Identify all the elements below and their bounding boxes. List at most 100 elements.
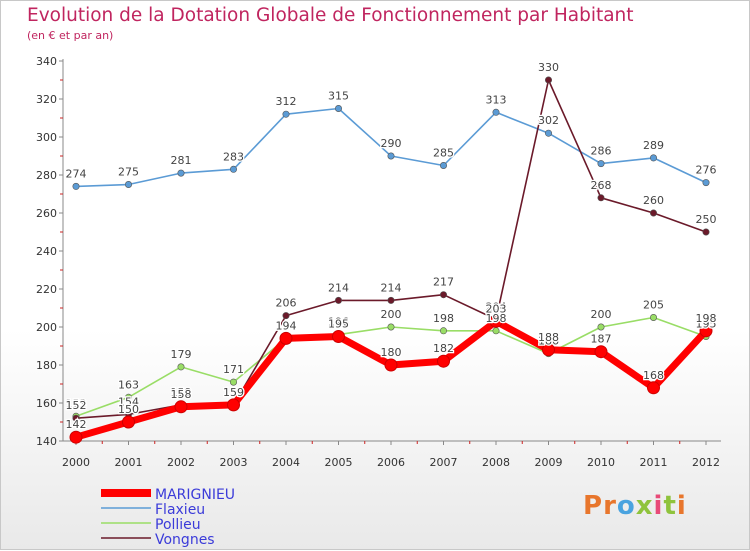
data-label-pollieu: 194 [276,319,297,332]
point-marignieu [647,381,660,395]
point-flaxieu [125,181,133,189]
data-label-vongnes: 206 [276,297,297,310]
data-label-flaxieu: 276 [696,164,717,177]
data-label-vongnes: 250 [696,213,717,226]
data-label-pollieu: 200 [591,308,612,321]
data-label-marignieu: 180 [381,346,402,359]
y-tick-label: 240 [36,245,57,258]
point-pollieu [492,327,500,335]
data-label-marignieu: 198 [696,312,717,325]
data-label-flaxieu: 302 [538,114,559,127]
y-tick-label: 300 [36,131,57,144]
point-pollieu [125,393,133,401]
legend-label-marignieu: MARIGNIEU [155,487,235,503]
point-marignieu [279,331,293,345]
logo-letter: o [616,491,636,521]
point-marignieu [594,345,608,359]
chart-subtitle: (en € et par an) [27,29,114,42]
data-label-marignieu: 142 [66,418,87,431]
data-label-pollieu: 196 [328,316,349,329]
point-flaxieu [597,160,605,168]
data-label-vongnes: 214 [328,281,349,294]
x-tick-label: 2009 [535,456,563,469]
data-label-flaxieu: 283 [223,150,244,163]
point-pollieu [649,313,657,321]
chart-title: Evolution de la Dotation Globale de Fonc… [27,5,634,26]
data-label-pollieu: 171 [223,363,244,376]
data-label-marignieu: 159 [223,386,244,399]
logo-letter: P [583,491,604,521]
data-label-pollieu: 186 [538,335,559,348]
point-flaxieu [230,165,238,173]
logo-letter: i [676,491,687,521]
data-label-flaxieu: 274 [66,167,87,180]
data-label-marignieu: 168 [643,369,664,382]
point-marignieu [227,398,240,412]
data-label-flaxieu: 285 [433,147,454,160]
y-tick-label: 220 [36,283,57,296]
point-flaxieu [177,169,185,177]
x-tick-label: 2005 [325,456,353,469]
point-marignieu [332,330,345,343]
x-tick-label: 2012 [692,456,720,469]
data-label-flaxieu: 275 [118,166,139,179]
logo-letter: i [653,491,664,521]
point-marignieu [437,354,450,368]
point-vongnes [334,296,342,304]
logo-letter: x [635,491,654,521]
legend-label-flaxieu: Flaxieu [155,502,205,518]
point-flaxieu [702,179,710,187]
data-label-marignieu: 182 [433,342,454,355]
point-flaxieu [282,110,290,118]
point-vongnes [649,209,657,217]
data-label-marignieu: 150 [118,403,139,416]
data-label-flaxieu: 313 [486,93,507,106]
point-marignieu [542,343,555,357]
data-label-pollieu: 198 [433,312,454,325]
x-tick-label: 2001 [115,456,143,469]
series-line-marignieu [72,317,710,441]
point-vongnes [72,414,80,422]
point-marignieu [174,400,188,414]
point-pollieu [177,363,185,371]
point-flaxieu [387,152,395,160]
data-label-vongnes: 159 [171,386,192,399]
series-layer [69,76,713,444]
proxiti-logo: Proxiti [583,491,687,521]
point-marignieu [122,415,135,429]
x-tick-label: 2000 [62,456,90,469]
x-tick-label: 2002 [167,456,195,469]
data-label-flaxieu: 289 [643,139,664,152]
y-tick-label: 160 [36,397,57,410]
data-label-flaxieu: 315 [328,90,349,103]
y-tick-label: 180 [36,359,57,372]
point-pollieu [439,327,447,335]
logo-letter: t [663,491,677,521]
point-flaxieu [544,129,552,137]
y-tick-label: 140 [36,435,57,448]
point-marignieu [384,358,398,372]
point-flaxieu [72,182,80,190]
data-label-marignieu: 187 [591,333,612,346]
x-tick-label: 2004 [272,456,300,469]
point-vongnes [702,228,710,236]
legend-label-pollieu: Pollieu [155,517,201,533]
data-label-flaxieu: 286 [591,145,612,158]
data-label-vongnes: 214 [381,281,402,294]
y-tick-label: 320 [36,93,57,106]
point-flaxieu [439,162,447,170]
data-label-pollieu: 198 [486,312,507,325]
data-label-marignieu: 188 [538,331,559,344]
point-pollieu [597,323,605,331]
data-labels: 274 275 281 283 312 315 290 285 313 302 286 289 276 1… [64,60,718,433]
data-label-vongnes: 152 [66,399,87,412]
y-tick-label: 200 [36,321,57,334]
data-label-vongnes: 330 [538,61,559,74]
data-label-pollieu: 195 [696,318,717,331]
legend-label-vongnes: Vongnes [155,532,215,548]
x-tick-label: 2008 [482,456,510,469]
point-flaxieu [334,105,342,113]
point-pollieu [387,323,395,331]
data-label-vongnes: 154 [118,395,139,408]
